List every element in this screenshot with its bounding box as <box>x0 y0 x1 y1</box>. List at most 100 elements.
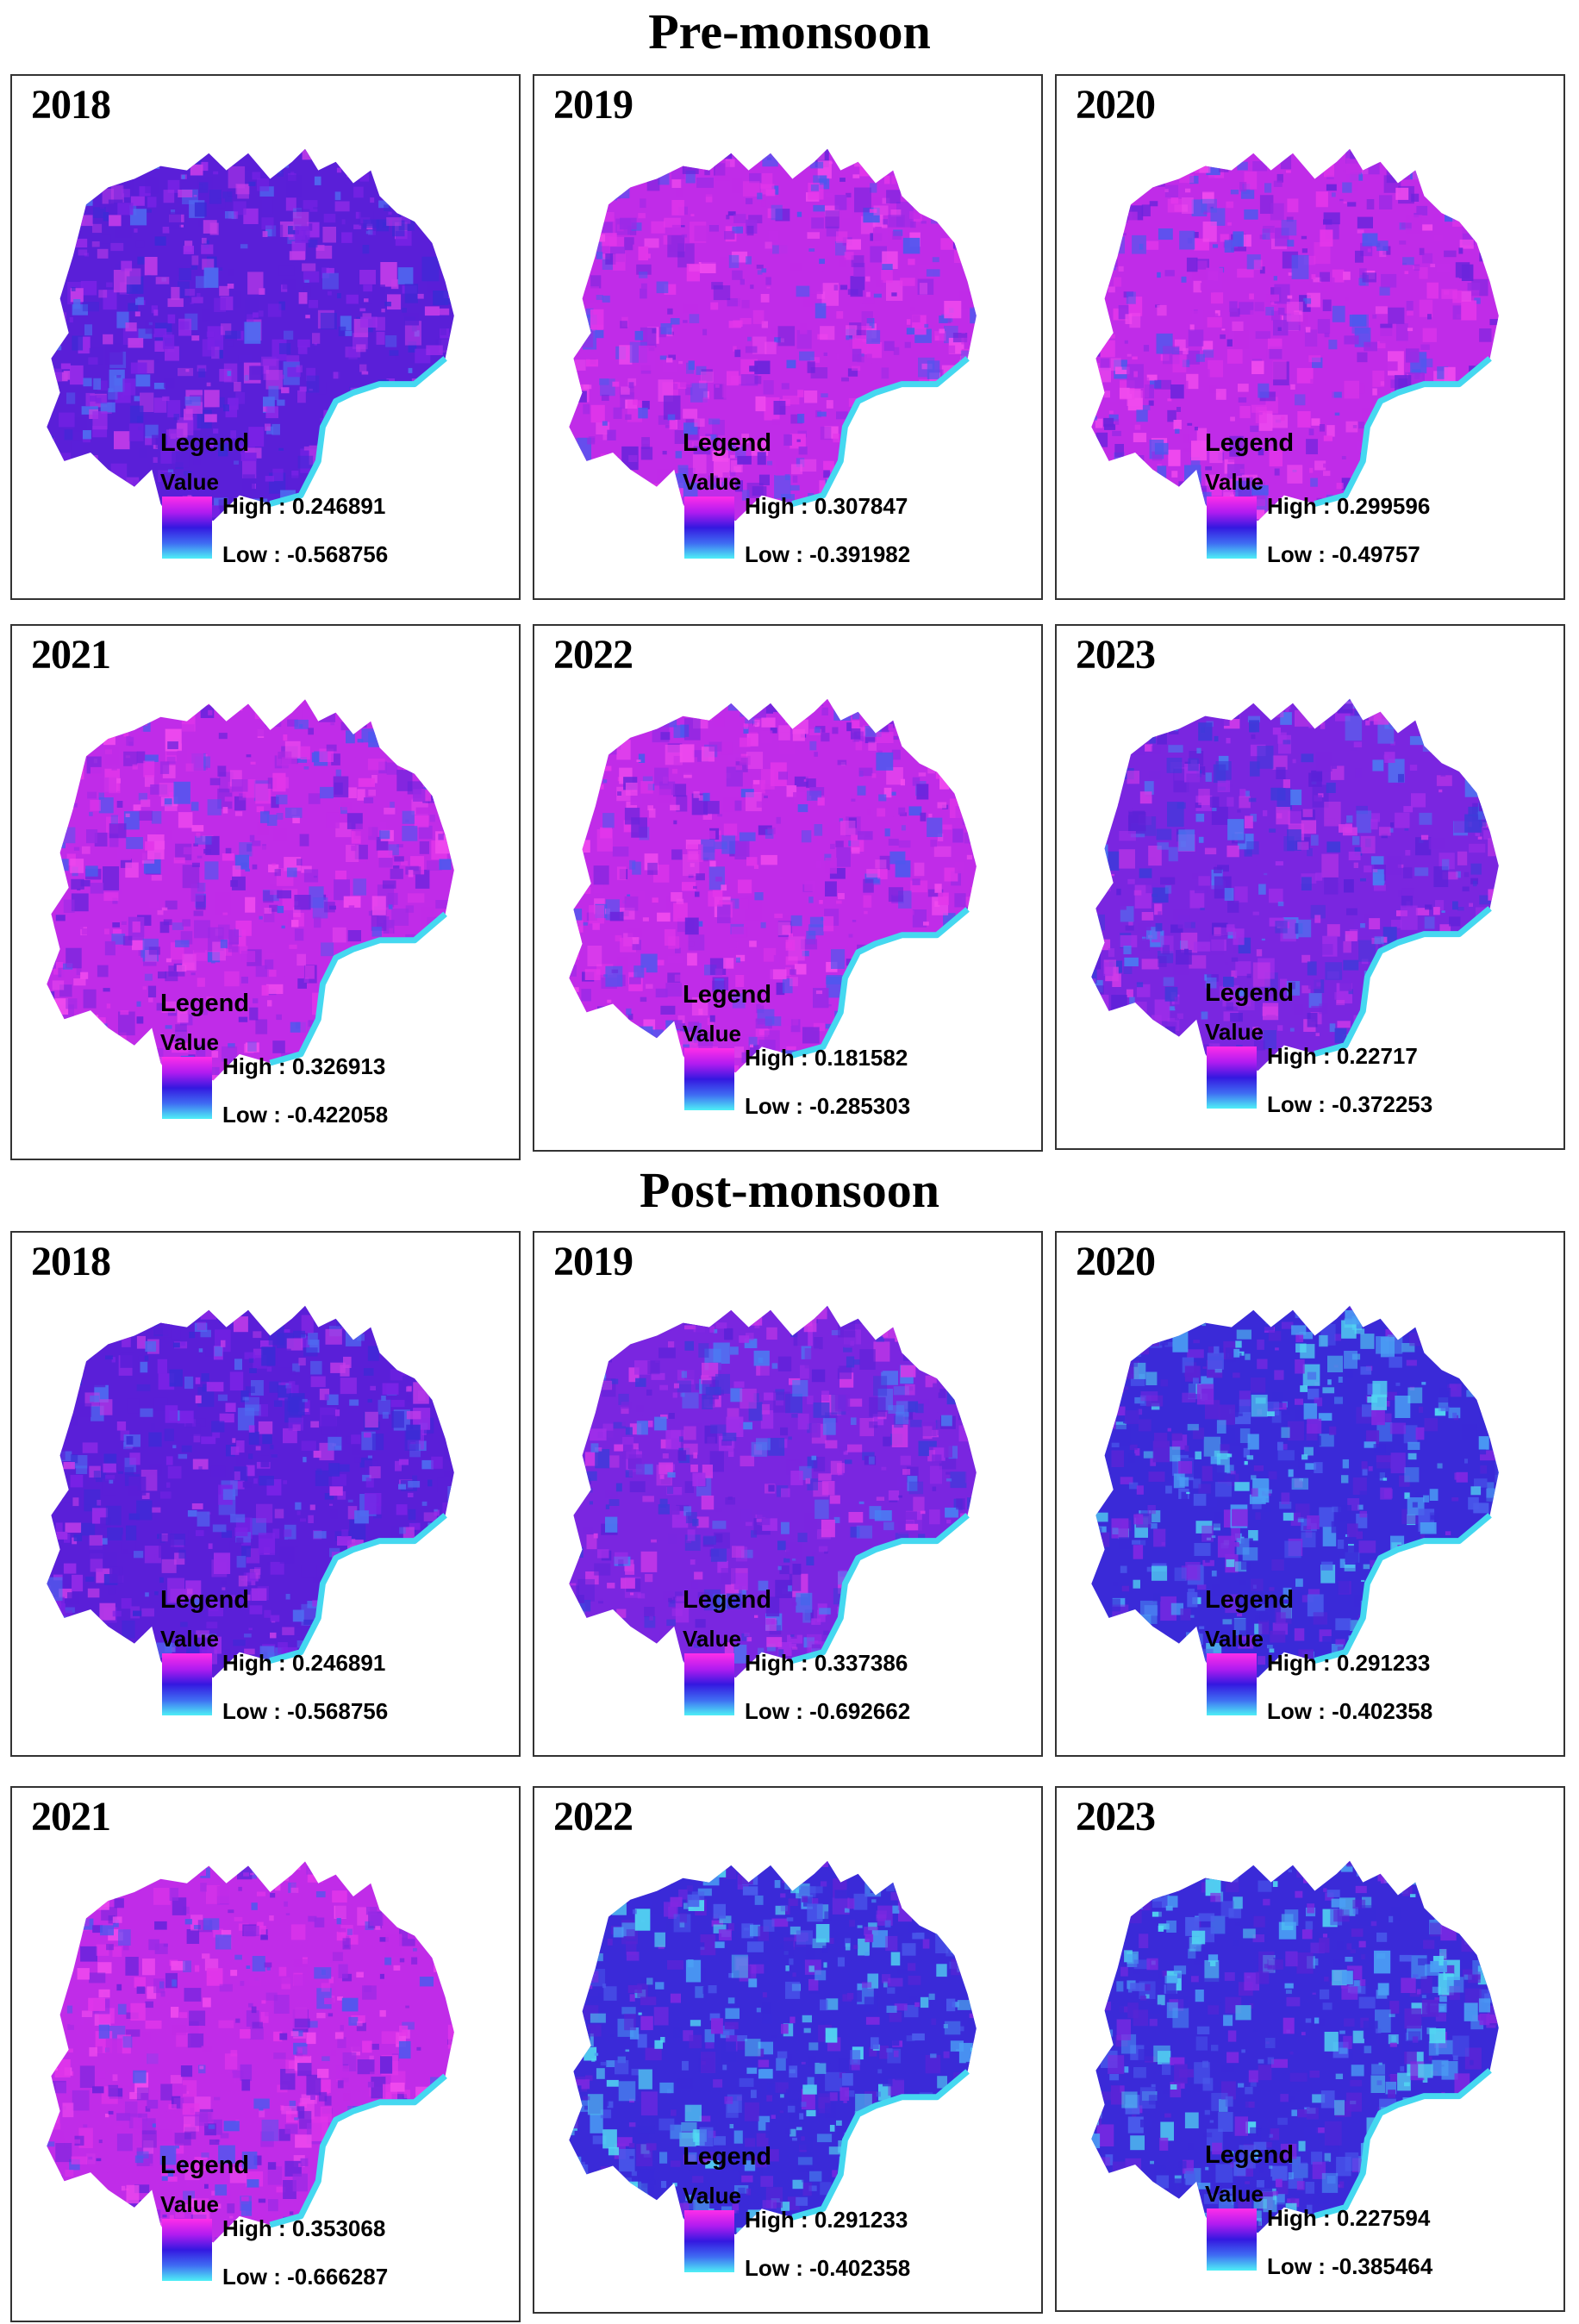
legend-title: Legend <box>160 1586 250 1614</box>
river-line <box>269 2073 447 2228</box>
legend-low: Low : -0.391982 <box>745 541 911 567</box>
legend-value-label: Value <box>1205 1626 1264 1652</box>
river-line <box>269 1513 447 1664</box>
legend: Legend Value High : 0.181582 Low : -0.28530… <box>683 981 1027 1136</box>
legend-value-label: Value <box>1205 469 1264 495</box>
map-panel: 2023 Legend Value High : 0.22717 Low : -0.37… <box>1055 624 1565 1150</box>
river-line <box>1314 906 1492 1057</box>
color-ramp <box>162 1057 212 1119</box>
legend-high: High : 0.291233 <box>745 2207 908 2233</box>
color-ramp <box>684 1653 734 1715</box>
year-label: 2021 <box>31 632 111 678</box>
legend-low: Low : -0.692662 <box>745 1698 911 1724</box>
map-panel: 2018 Legend Value High : 0.246891 Low : -0.5… <box>10 74 521 600</box>
map-panel: 2020 Legend Value High : 0.299596 Low : -0.4… <box>1055 74 1565 600</box>
legend-value-label: Value <box>160 1626 219 1652</box>
river-line <box>1314 1513 1492 1664</box>
river-line <box>791 907 970 1059</box>
color-ramp <box>1207 2208 1257 2271</box>
legend-value-label: Value <box>683 1021 741 1046</box>
color-ramp <box>684 2210 734 2272</box>
map-panel: 2021 Legend Value High : 0.353068 Low : -0.6… <box>10 1786 521 2322</box>
legend-high: High : 0.337386 <box>745 1650 908 1676</box>
legend: Legend Value High : 0.353068 Low : -0.66628… <box>160 2152 505 2307</box>
legend-high: High : 0.353068 <box>222 2215 386 2241</box>
legend-low: Low : -0.285303 <box>745 1093 911 1119</box>
legend-title: Legend <box>1205 979 1295 1007</box>
color-ramp <box>1207 1046 1257 1109</box>
map-panel: 2020 Legend Value High : 0.291233 Low : -0.4… <box>1055 1231 1565 1757</box>
legend-title: Legend <box>683 1586 772 1614</box>
legend-title: Legend <box>160 990 250 1017</box>
year-label: 2019 <box>553 82 633 128</box>
map-panel: 2022 Legend Value High : 0.291233 Low : -0.4… <box>533 1786 1043 2314</box>
map-raster <box>569 1305 977 1683</box>
year-label: 2023 <box>1076 1794 1156 1840</box>
color-ramp <box>162 2219 212 2281</box>
section-title: Pre-monsoon <box>648 3 931 59</box>
year-label: 2023 <box>1076 632 1156 678</box>
year-label: 2022 <box>553 1794 633 1840</box>
color-ramp <box>162 497 212 559</box>
legend-value-label: Value <box>1205 1019 1264 1045</box>
map-raster <box>569 148 977 526</box>
legend-high: High : 0.326913 <box>222 1053 386 1079</box>
legend-title: Legend <box>160 429 250 457</box>
legend-low: Low : -0.49757 <box>1267 541 1420 567</box>
legend-high: High : 0.22717 <box>1267 1043 1418 1069</box>
map-raster <box>1091 1860 1499 2238</box>
map-panel: 2022 Legend Value High : 0.181582 Low : -0.2… <box>533 624 1043 1152</box>
map-raster <box>47 148 454 526</box>
legend-title: Legend <box>160 2152 250 2179</box>
color-ramp <box>162 1653 212 1715</box>
legend-title: Legend <box>683 981 772 1009</box>
map-raster <box>47 1861 454 2247</box>
legend: Legend Value High : 0.326913 Low : -0.42205… <box>160 990 505 1145</box>
color-ramp <box>1207 497 1257 559</box>
year-label: 2018 <box>31 82 111 128</box>
map-raster <box>1091 148 1499 526</box>
legend-value-label: Value <box>160 2191 219 2217</box>
legend-low: Low : -0.568756 <box>222 1698 389 1724</box>
legend-title: Legend <box>683 2143 772 2171</box>
map-raster <box>47 1305 454 1683</box>
legend-low: Low : -0.666287 <box>222 2264 389 2290</box>
legend: Legend Value High : 0.337386 Low : -0.69266… <box>683 1586 1027 1741</box>
legend-value-label: Value <box>1205 2181 1264 2207</box>
color-ramp <box>684 497 734 559</box>
map-raster <box>569 698 977 1078</box>
legend-value-label: Value <box>683 469 741 495</box>
legend-high: High : 0.307847 <box>745 493 908 519</box>
year-label: 2020 <box>1076 1239 1156 1284</box>
legend-high: High : 0.227594 <box>1267 2205 1431 2231</box>
legend-title: Legend <box>683 429 772 457</box>
legend: Legend Value High : 0.246891 Low : -0.56875… <box>160 429 505 584</box>
legend-high: High : 0.299596 <box>1267 493 1431 519</box>
river-line <box>1314 356 1492 507</box>
legend: Legend Value High : 0.299596 Low : -0.49757 <box>1205 429 1550 584</box>
legend-low: Low : -0.402358 <box>745 2255 911 2281</box>
map-raster <box>1091 1305 1499 1683</box>
legend-value-label: Value <box>160 1029 219 1055</box>
legend: Legend Value High : 0.307847 Low : -0.39198… <box>683 429 1027 584</box>
map-panel: 2021 Legend Value High : 0.326913 Low : -0.4… <box>10 624 521 1160</box>
year-label: 2019 <box>553 1239 633 1284</box>
legend-title: Legend <box>1205 1586 1295 1614</box>
legend-low: Low : -0.372253 <box>1267 1091 1433 1117</box>
legend: Legend Value High : 0.291233 Low : -0.40235… <box>1205 1586 1550 1741</box>
legend: Legend Value High : 0.246891 Low : -0.56875… <box>160 1586 505 1741</box>
year-label: 2022 <box>553 632 633 678</box>
section-title: Post-monsoon <box>639 1162 940 1218</box>
map-panel: 2019 Legend Value High : 0.337386 Low : -0.6… <box>533 1231 1043 1757</box>
legend-high: High : 0.291233 <box>1267 1650 1431 1676</box>
legend-value-label: Value <box>683 1626 741 1652</box>
legend: Legend Value High : 0.227594 Low : -0.38546… <box>1205 2141 1550 2296</box>
legend-value-label: Value <box>683 2183 741 2208</box>
legend-low: Low : -0.402358 <box>1267 1698 1433 1724</box>
year-label: 2021 <box>31 1794 111 1840</box>
legend-low: Low : -0.385464 <box>1267 2253 1433 2279</box>
legend-low: Low : -0.568756 <box>222 541 389 567</box>
legend-low: Low : -0.422058 <box>222 1102 389 1128</box>
map-panel: 2023 Legend Value High : 0.227594 Low : -0.3… <box>1055 1786 1565 2312</box>
color-ramp <box>1207 1653 1257 1715</box>
